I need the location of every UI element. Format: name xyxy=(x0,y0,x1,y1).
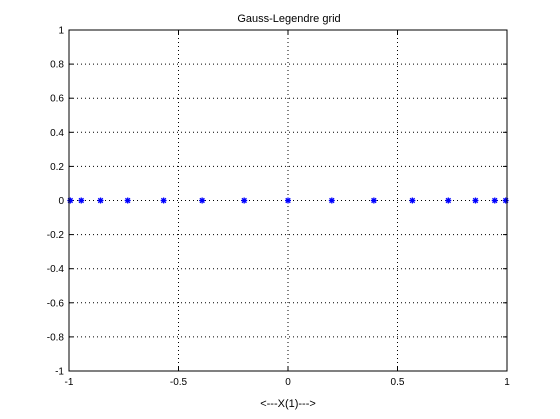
data-point xyxy=(78,197,85,204)
x-tick-label: 0 xyxy=(285,377,291,388)
y-tick-label: 0.4 xyxy=(50,128,64,139)
y-tick-label: 0.2 xyxy=(50,162,64,173)
data-point xyxy=(67,197,74,204)
y-tick-label: 0 xyxy=(58,196,64,207)
data-point xyxy=(370,197,377,204)
y-tick-label: -0.8 xyxy=(47,332,65,343)
y-tick-label: 0.6 xyxy=(50,94,64,105)
data-point xyxy=(124,197,131,204)
x-tick-label: 1 xyxy=(504,377,510,388)
data-point xyxy=(445,197,452,204)
chart-title: Gauss-Legendre grid xyxy=(237,13,340,25)
grid-lines xyxy=(69,30,507,371)
y-tick-label: -1 xyxy=(55,367,64,378)
data-point xyxy=(491,197,498,204)
x-tick-label: -1 xyxy=(65,377,74,388)
y-tick-label: 0.8 xyxy=(50,60,64,71)
data-point xyxy=(241,197,248,204)
y-tick-label: -0.2 xyxy=(47,230,65,241)
data-point xyxy=(97,197,104,204)
x-tick-label: 0.5 xyxy=(391,377,405,388)
x-axis-label: <---X(1)---> xyxy=(260,398,316,410)
data-point xyxy=(328,197,335,204)
data-point xyxy=(409,197,416,204)
plot-area-frame xyxy=(68,29,508,372)
y-tick-label: -0.6 xyxy=(47,298,65,309)
tick-labels: -1 -0.5 0 0.5 1 -1 -0.8 -0.6 -0.4 -0.2 0 0.2 0.4 0.6 0… xyxy=(47,26,510,389)
y-tick-label: -0.4 xyxy=(47,264,65,275)
data-points xyxy=(67,197,509,204)
data-point xyxy=(160,197,167,204)
data-point xyxy=(472,197,479,204)
data-point xyxy=(285,197,291,204)
data-point xyxy=(502,197,509,204)
y-tick-label: 1 xyxy=(58,26,64,37)
data-point xyxy=(199,197,206,204)
x-tick-label: -0.5 xyxy=(170,377,188,388)
